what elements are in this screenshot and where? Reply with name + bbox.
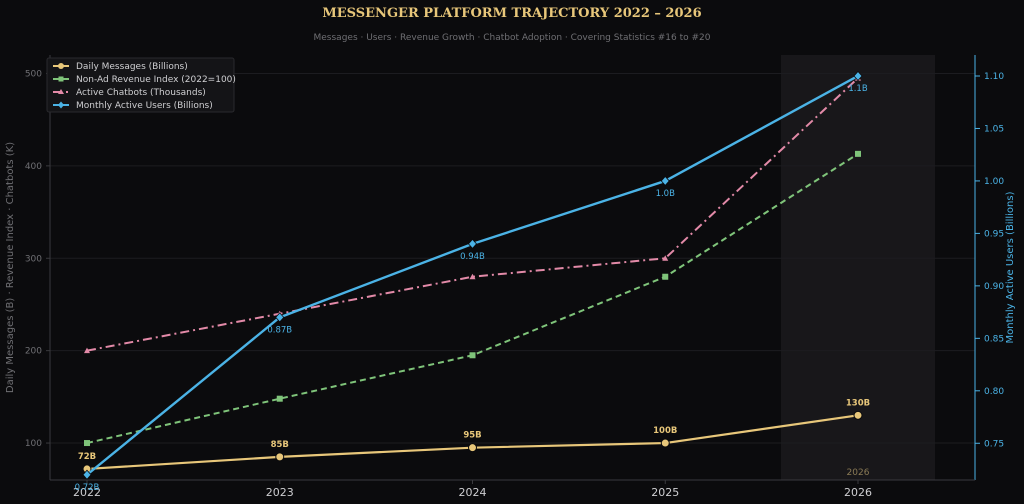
left-tick-label: 400 bbox=[25, 162, 42, 172]
legend-item[interactable]: Non-Ad Revenue Index (2022=100) bbox=[53, 75, 236, 85]
gridlines bbox=[50, 72, 975, 444]
left-tick-label: 200 bbox=[25, 347, 42, 357]
data-point bbox=[84, 440, 90, 447]
legend-item[interactable]: Daily Messages (Billions) bbox=[53, 62, 188, 72]
series-line bbox=[86, 77, 859, 352]
x-tick-label: 2026 bbox=[844, 486, 872, 499]
left-tick-label: 500 bbox=[25, 69, 42, 79]
data-label: 0.72B bbox=[75, 483, 100, 493]
axes bbox=[49, 55, 976, 481]
series-layer: 72B 85B 95B 100B 130B 0.72B 0.87B 0.94B 1.0B 1.1B bbox=[75, 70, 870, 493]
x-tick-label: 2025 bbox=[651, 486, 679, 499]
legend-marker bbox=[58, 89, 64, 94]
data-point bbox=[660, 175, 670, 187]
data-label: 72B bbox=[78, 452, 96, 462]
legend-label: Daily Messages (Billions) bbox=[76, 62, 188, 72]
series-0: 72B 85B 95B 100B 130B bbox=[78, 398, 870, 474]
series-1 bbox=[84, 150, 861, 447]
legend-item[interactable]: Active Chatbots (Thousands) bbox=[53, 88, 206, 98]
legend-label: Non-Ad Revenue Index (2022=100) bbox=[76, 75, 236, 85]
right-tick-label: 0.90 bbox=[984, 282, 1004, 292]
data-point bbox=[662, 255, 669, 261]
chart-subtitle: Messages · Users · Revenue Growth · Chat… bbox=[314, 33, 711, 43]
left-tick-label: 100 bbox=[25, 439, 42, 449]
data-label: 1.0B bbox=[656, 189, 676, 199]
legend-item[interactable]: Monthly Active Users (Billions) bbox=[53, 101, 213, 111]
data-label: 85B bbox=[271, 440, 289, 450]
data-point bbox=[275, 312, 285, 323]
highlight-year-label: 2026 bbox=[847, 468, 870, 478]
data-point bbox=[82, 469, 92, 480]
data-point bbox=[467, 238, 478, 249]
data-label: 100B bbox=[653, 426, 677, 436]
right-tick-label: 0.80 bbox=[984, 387, 1004, 397]
data-label: 130B bbox=[846, 398, 870, 408]
legend-marker bbox=[58, 76, 64, 82]
data-label: 95B bbox=[463, 431, 481, 441]
right-tick-label: 1.00 bbox=[984, 177, 1004, 187]
left-tick-label: 300 bbox=[25, 254, 42, 264]
data-point bbox=[662, 273, 669, 280]
data-point bbox=[469, 273, 476, 280]
data-label: 0.87B bbox=[267, 325, 292, 335]
x-axis-ticks: 2022 2023 2024 2025 2026 bbox=[73, 480, 872, 499]
data-point bbox=[275, 452, 285, 462]
series-3: 0.72B 0.87B 0.94B 1.0B 1.1B bbox=[75, 70, 868, 493]
right-tick-label: 0.75 bbox=[984, 439, 1004, 449]
data-point bbox=[855, 150, 861, 157]
chart-title: MESSENGER PLATFORM TRAJECTORY 2022 – 202… bbox=[322, 6, 701, 21]
right-tick-label: 1.05 bbox=[984, 124, 1004, 134]
right-tick-label: 1.10 bbox=[984, 72, 1004, 82]
data-label: 0.94B bbox=[460, 252, 485, 262]
left-axis-ticks: 100 200 300 400 500 bbox=[25, 69, 50, 449]
x-tick-label: 2023 bbox=[266, 486, 294, 499]
series-2 bbox=[84, 75, 861, 354]
right-axis-label: Monthly Active Users (Billions) bbox=[1005, 191, 1016, 343]
data-label: 1.1B bbox=[848, 84, 868, 94]
data-point bbox=[84, 347, 90, 354]
x-tick-label: 2024 bbox=[459, 486, 487, 499]
series-line bbox=[86, 414, 859, 471]
series-line bbox=[86, 153, 859, 445]
data-point bbox=[468, 443, 477, 453]
legend-marker bbox=[58, 101, 64, 109]
right-tick-label: 0.85 bbox=[984, 334, 1004, 344]
left-axis-label: Daily Messages (B) · Revenue Index · Cha… bbox=[5, 142, 16, 393]
data-point bbox=[276, 395, 283, 402]
legend-label: Active Chatbots (Thousands) bbox=[76, 88, 206, 98]
data-point bbox=[853, 70, 863, 82]
legend-marker bbox=[58, 63, 64, 69]
legend-box bbox=[46, 57, 235, 113]
right-tick-label: 0.95 bbox=[984, 229, 1004, 239]
legend[interactable]: Daily Messages (Billions) Non-Ad Revenue … bbox=[46, 57, 236, 113]
x-tick-label: 2022 bbox=[73, 486, 101, 499]
data-point bbox=[853, 410, 863, 420]
right-axis-ticks: 0.75 0.80 0.85 0.90 0.95 1.00 1.05 1.10 bbox=[975, 72, 1004, 449]
legend-label: Monthly Active Users (Billions) bbox=[76, 101, 213, 111]
data-point bbox=[469, 352, 476, 359]
data-point bbox=[660, 438, 670, 448]
